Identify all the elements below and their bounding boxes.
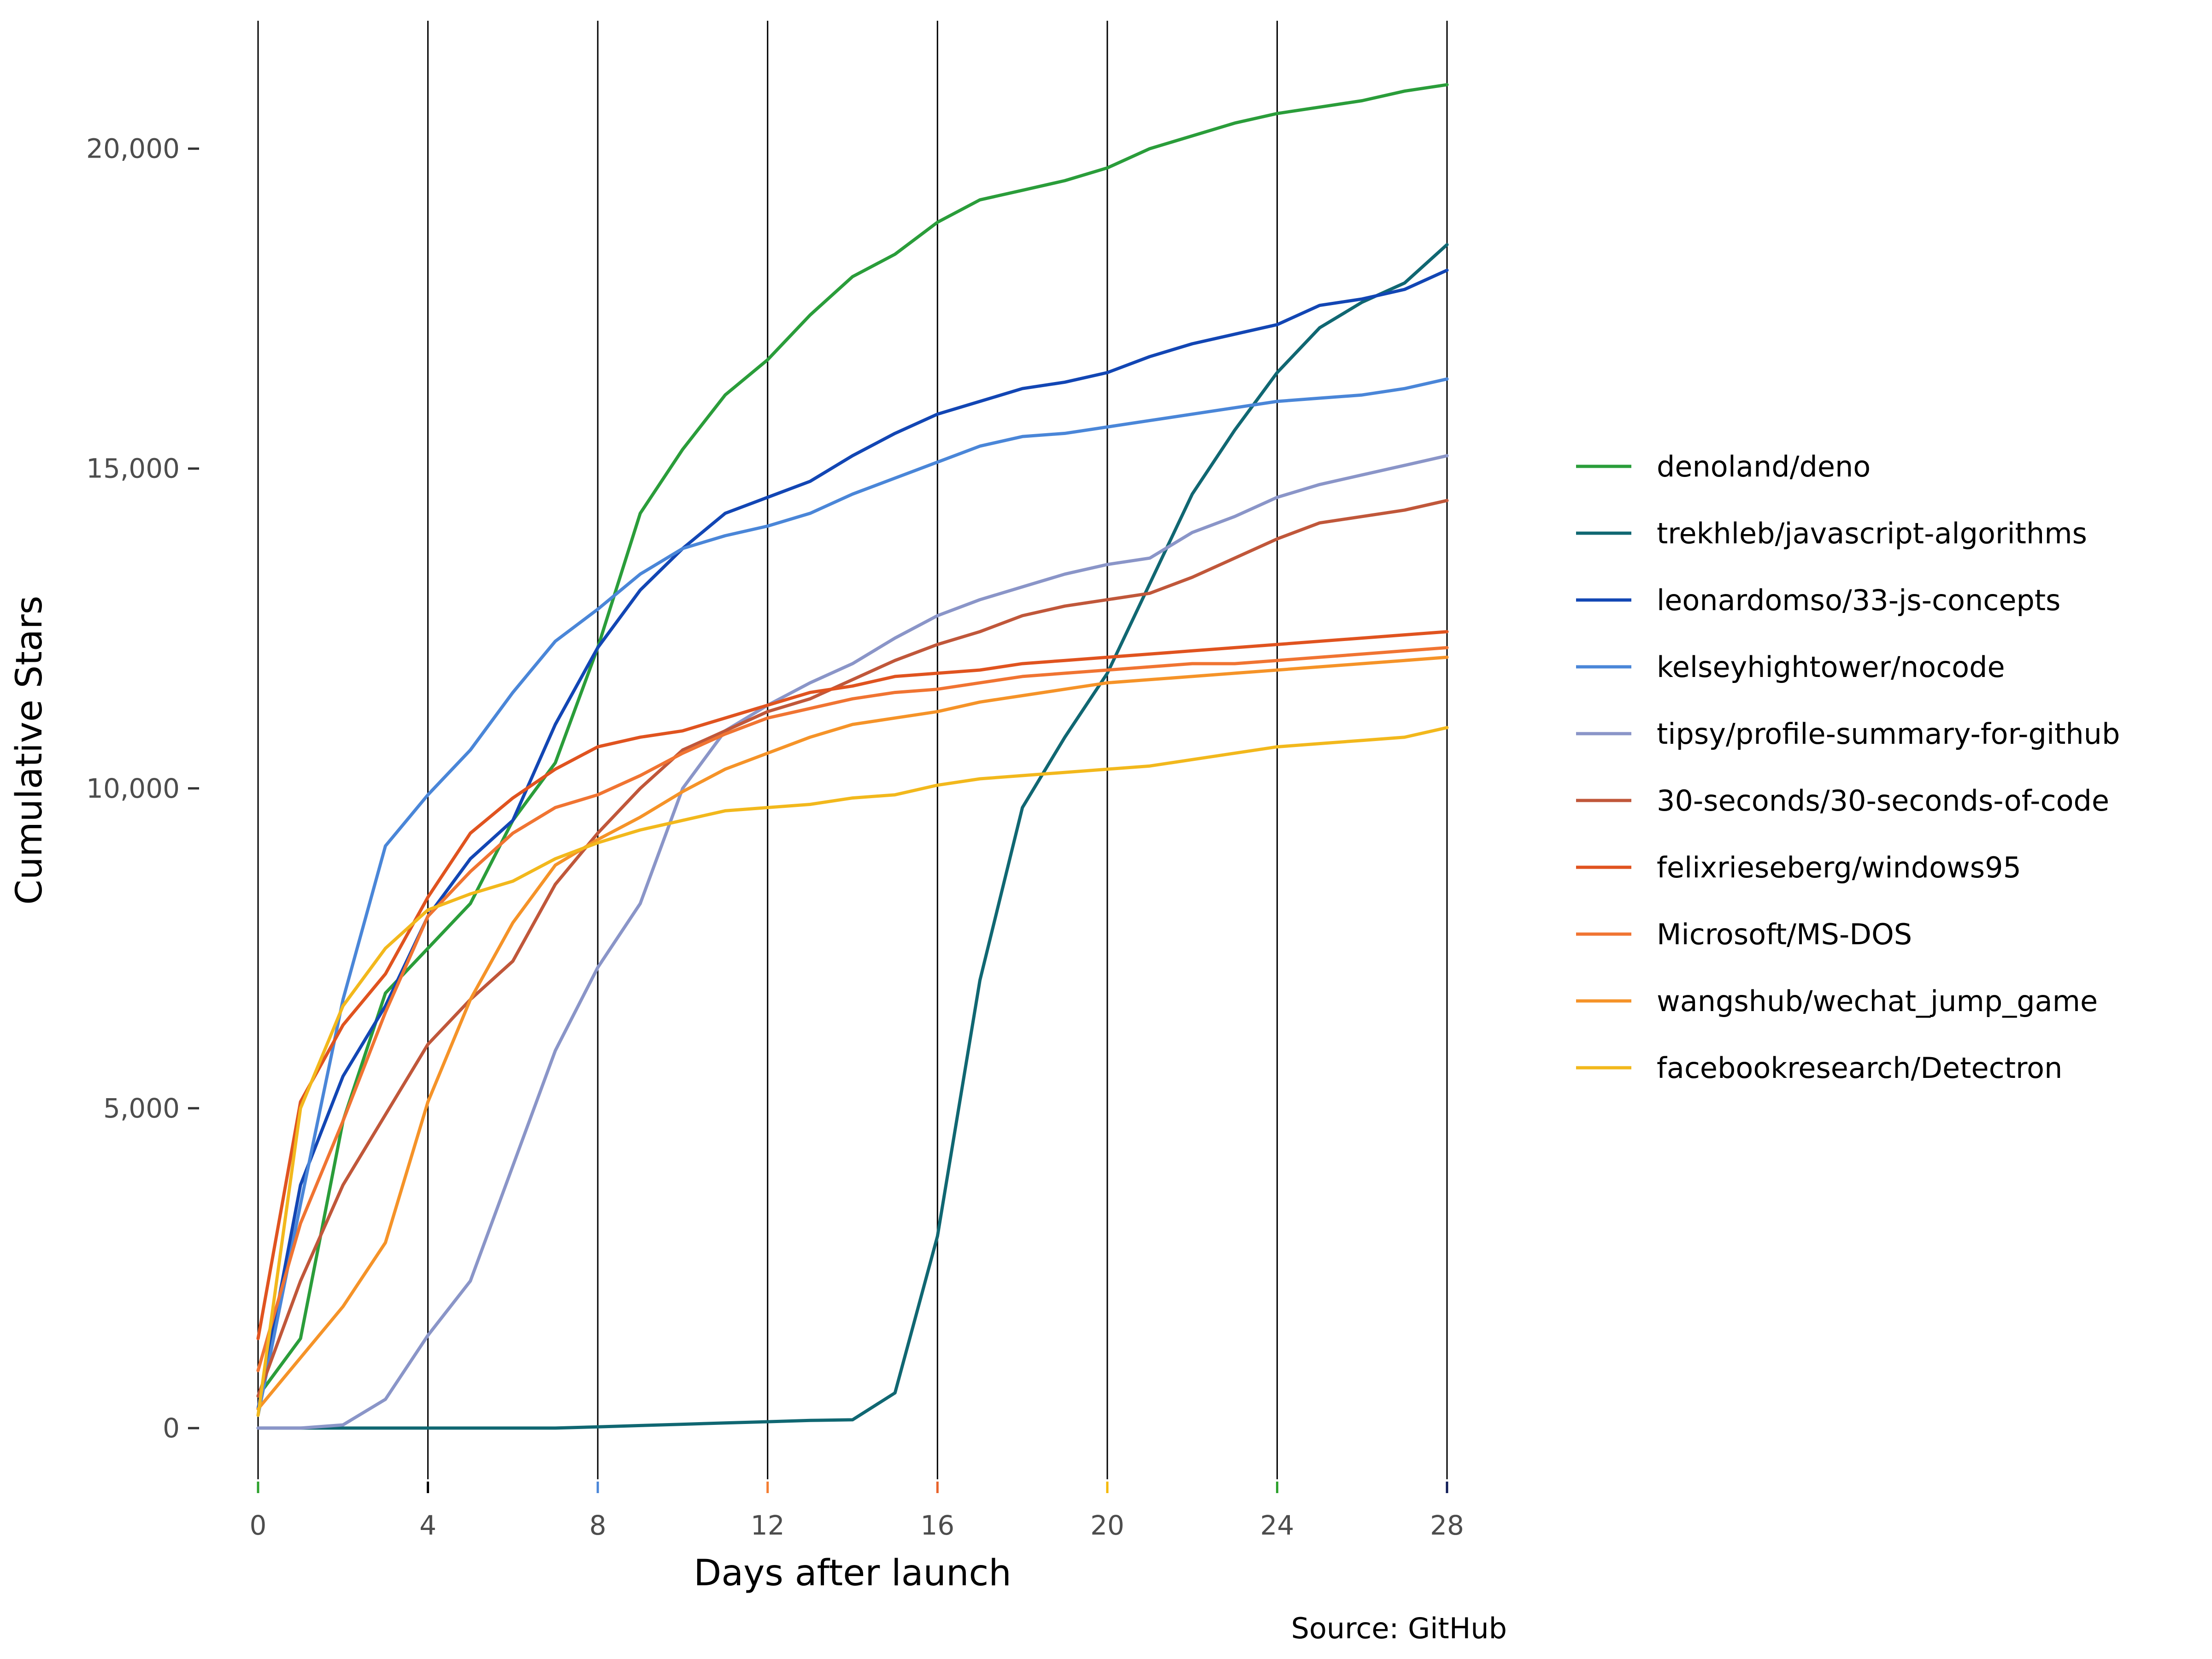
source-caption: Source: GitHub	[1291, 1612, 1507, 1645]
y-axis-title: Cumulative Stars	[9, 596, 50, 905]
series-line-6	[256, 630, 1449, 1341]
x-tick-label: 12	[751, 1510, 785, 1541]
x-tick-label: 28	[1430, 1510, 1464, 1541]
legend-item-label: trekhleb/javascript-algorithms	[1657, 517, 2087, 550]
legend-item-label: facebookresearch/Detectron	[1657, 1051, 2062, 1085]
series-line-0	[256, 83, 1449, 1398]
y-tick-label: 0	[163, 1412, 180, 1444]
x-tick-label: 24	[1260, 1510, 1294, 1541]
y-axis: 0 5,000 10,000 15,000 20,000	[86, 133, 199, 1444]
y-tick-label: 10,000	[86, 773, 180, 804]
legend-item-label: wangshub/wechat_jump_game	[1657, 984, 2098, 1018]
x-axis-title: Days after launch	[694, 1553, 1011, 1594]
series-line-4	[256, 454, 1449, 1430]
legend-item-label: leonardomso/33-js-concepts	[1657, 583, 2060, 617]
x-tick-label: 0	[250, 1510, 267, 1541]
series-line-9	[256, 726, 1449, 1417]
x-tick-label: 20	[1090, 1510, 1124, 1541]
series-line-8	[256, 655, 1449, 1411]
legend-item-label: tipsy/profile-summary-for-github	[1657, 717, 2120, 751]
legend-item-label: Microsoft/MS-DOS	[1657, 918, 1912, 951]
series-line-5	[256, 499, 1449, 1398]
legend-item-label: kelseyhightower/nocode	[1657, 650, 2005, 684]
legend-item-label: denoland/deno	[1657, 450, 1871, 483]
series-lines	[256, 83, 1449, 1430]
y-tick-label: 15,000	[86, 453, 180, 484]
y-tick-label: 20,000	[86, 133, 180, 165]
series-line-1	[256, 243, 1449, 1430]
y-tick-label: 5,000	[103, 1093, 180, 1124]
x-tick-label: 8	[589, 1510, 606, 1541]
legend: denoland/deno trekhleb/javascript-algorit…	[1576, 450, 2120, 1085]
legend-item-label: felixrieseberg/windows95	[1657, 851, 2021, 884]
x-tick-label: 4	[419, 1510, 436, 1541]
series-line-2	[256, 268, 1449, 1411]
x-axis: 0 4 8 12 16 20 24 28	[250, 1482, 1464, 1541]
series-line-7	[256, 646, 1449, 1372]
x-tick-label: 16	[920, 1510, 954, 1541]
legend-item-label: 30-seconds/30-seconds-of-code	[1657, 784, 2109, 818]
series-line-3	[256, 377, 1449, 1417]
vertical-gridlines	[257, 21, 1448, 1479]
